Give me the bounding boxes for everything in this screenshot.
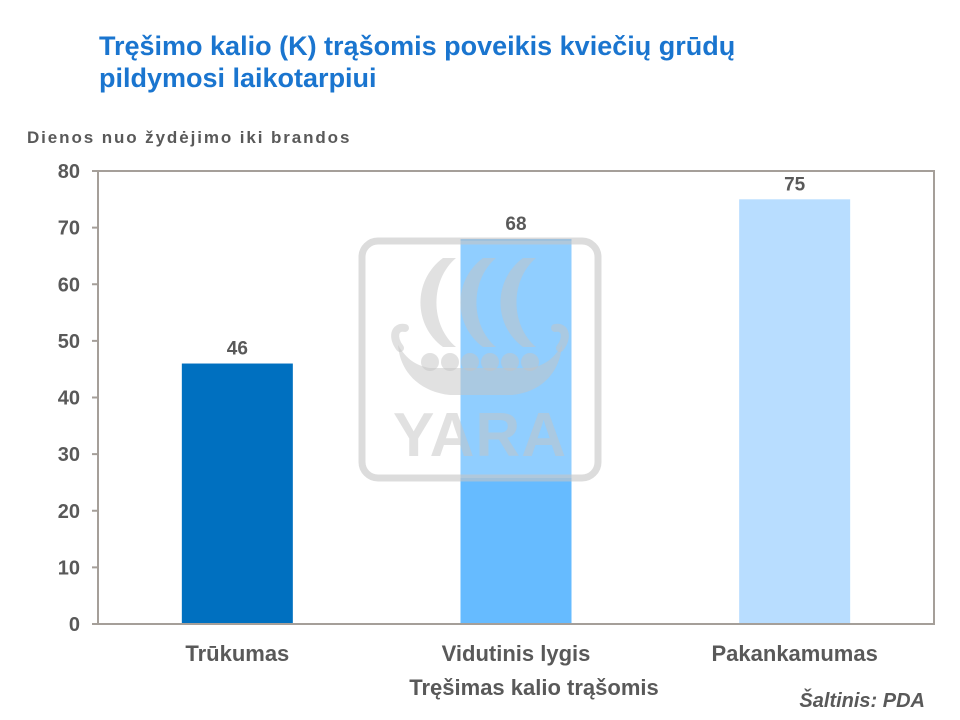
y-tick-label: 80 — [58, 161, 80, 183]
y-tick-label: 20 — [58, 501, 80, 523]
data-labels: 46 68 75 — [227, 174, 806, 359]
source-note: Šaltinis: PDA — [799, 690, 925, 712]
chart-title: Tręšimo kalio (K) trąšomis poveikis kvie… — [99, 30, 735, 94]
data-label: 75 — [784, 174, 806, 195]
y-axis-title: Dienos nuo žydėjimo iki brandos — [27, 128, 352, 147]
data-label: 46 — [227, 339, 248, 360]
data-label: 68 — [505, 214, 526, 235]
chart-title-line-2: pildymosi laikotarpiui — [99, 63, 377, 93]
y-tick-label: 60 — [58, 274, 80, 296]
y-tick-label: 70 — [58, 218, 80, 240]
x-axis-title: Tręšimas kalio trąšomis — [409, 675, 658, 700]
x-axis: Trūkumas Vidutinis lygis Pakankamumas — [185, 641, 877, 666]
logo-sail-stripe — [420, 258, 456, 347]
y-tick-label: 50 — [58, 331, 80, 353]
y-axis: 0 10 20 30 40 50 60 70 80 — [58, 161, 98, 636]
y-tick-label: 10 — [58, 557, 80, 579]
logo-ship-head-right — [551, 323, 569, 352]
logo-sail-stripe — [500, 258, 536, 347]
logo-shield — [421, 353, 439, 371]
logo-shield — [461, 353, 479, 371]
bar — [181, 363, 293, 624]
x-category-label: Pakankamumas — [712, 641, 878, 666]
x-category-label: Vidutinis lygis — [442, 641, 591, 666]
logo-text: YARA — [393, 401, 567, 470]
bar-series — [181, 199, 851, 624]
logo-shield — [501, 353, 519, 371]
logo-shield — [441, 353, 459, 371]
logo-shield — [521, 353, 539, 371]
chart-title-line-1: Tręšimo kalio (K) trąšomis poveikis kvie… — [99, 31, 736, 61]
logo-ship-hull — [398, 345, 562, 395]
logo-sail-stripe — [460, 258, 496, 347]
yara-logo-watermark: YARA — [358, 237, 602, 482]
x-category-label: Trūkumas — [185, 641, 289, 666]
bar — [739, 199, 851, 624]
logo-ship-head-left — [391, 323, 409, 352]
y-tick-label: 40 — [58, 388, 80, 410]
logo-shield — [481, 353, 499, 371]
y-tick-label: 0 — [69, 614, 80, 636]
y-tick-label: 30 — [58, 444, 80, 466]
